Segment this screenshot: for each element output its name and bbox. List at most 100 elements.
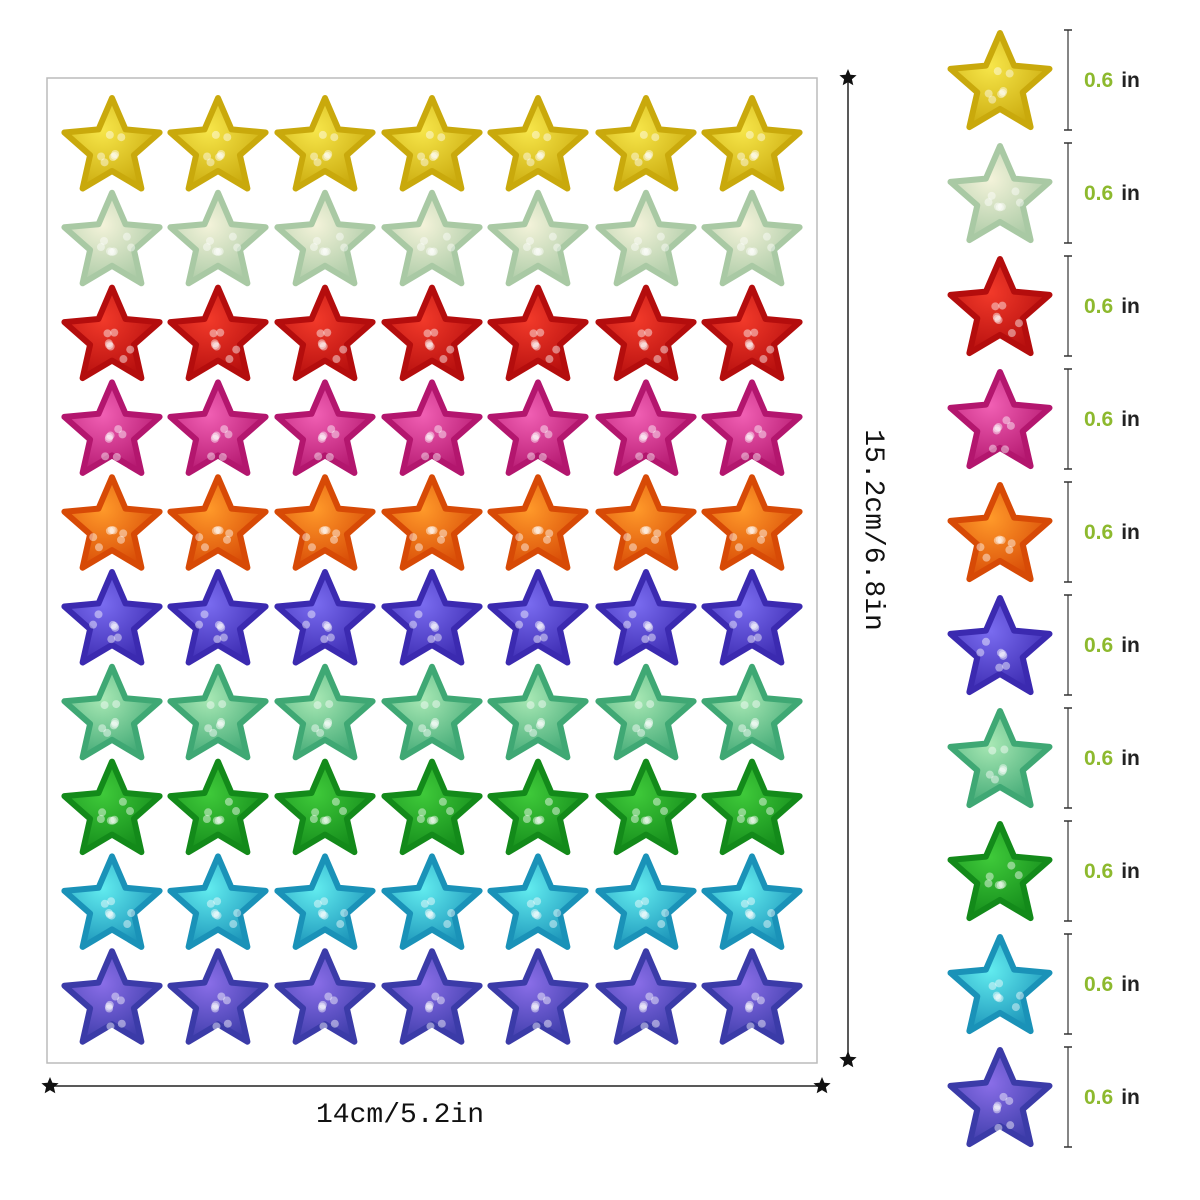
sparkle [215, 721, 224, 730]
star-sticker [167, 853, 269, 950]
size-label: 0.6 in [1084, 521, 1140, 544]
sparkle [545, 355, 554, 364]
sparkle [641, 247, 650, 256]
sparkle [431, 717, 440, 726]
sparkle [428, 816, 437, 825]
sparkle [311, 724, 320, 733]
star-sticker [381, 284, 483, 382]
star-sticker [381, 569, 483, 666]
sparkle [642, 620, 651, 629]
sparkle [414, 543, 423, 552]
sparkle [744, 909, 753, 918]
size-value: 0.6 [1084, 1086, 1113, 1109]
sparkle [217, 150, 226, 158]
sparkle [641, 897, 650, 906]
sparkle [331, 797, 340, 806]
sparkle [533, 247, 542, 256]
sparkle [747, 911, 756, 920]
sparkle [210, 339, 219, 348]
sparkle [981, 637, 990, 646]
sparkle [309, 243, 318, 252]
sparkle [630, 243, 639, 252]
sparkle [752, 700, 761, 709]
sparkle [766, 807, 775, 816]
sparkle [745, 130, 754, 139]
sparkle [638, 909, 647, 918]
sparkle [223, 535, 232, 544]
sparkle [515, 533, 524, 542]
sparkle [542, 996, 551, 1005]
sparkle [998, 88, 1007, 97]
size-unit: in [1121, 408, 1140, 431]
sparkle [757, 1019, 766, 1028]
star-sticker [61, 758, 163, 856]
sparkle [639, 1000, 648, 1009]
sparkle [1014, 871, 1023, 880]
sparkle [323, 815, 332, 824]
sparkle [206, 701, 215, 710]
sparkle [213, 911, 222, 920]
star-sticker [274, 379, 376, 476]
sparkle [100, 236, 109, 245]
sparkle [745, 526, 754, 535]
star-sticker [61, 474, 163, 571]
sparkle [661, 243, 670, 252]
star-sticker [487, 853, 589, 950]
sparkle [548, 232, 557, 241]
sparkle [651, 133, 660, 142]
sparkle [530, 339, 539, 348]
sparkle [992, 312, 1001, 321]
sparkle [447, 243, 456, 252]
sparkle [429, 721, 438, 730]
sparkle [233, 909, 242, 918]
sparkle [314, 452, 323, 461]
star-sticker [595, 95, 697, 192]
sparkle [324, 717, 333, 726]
sparkle [105, 341, 114, 350]
sparkle [106, 247, 115, 256]
sparkle [431, 150, 440, 158]
dimension-star [41, 1077, 59, 1094]
sparkle [985, 770, 994, 779]
sparkle [114, 425, 123, 434]
size-label: 0.6 in [1084, 747, 1140, 770]
sparkle [110, 622, 119, 631]
sparkle [641, 526, 650, 535]
sparkle [999, 651, 1008, 660]
sparkle [202, 243, 211, 252]
star-sticker [274, 663, 376, 761]
sparkle [992, 991, 1001, 1000]
sparkle [999, 766, 1008, 775]
sparkle [753, 633, 762, 642]
star-sticker [167, 284, 269, 382]
size-tick [1064, 255, 1072, 357]
size-value: 0.6 [1084, 295, 1113, 318]
sparkle [324, 992, 333, 1001]
sparkle [652, 430, 661, 439]
sparkle [428, 620, 437, 629]
sparkle [110, 328, 119, 337]
sparkle [332, 355, 341, 364]
sparkle [756, 996, 765, 1005]
sparkle [117, 535, 126, 544]
sparkle [318, 910, 327, 919]
star-sticker [947, 143, 1053, 244]
sparkle [100, 701, 109, 710]
sparkle [741, 452, 750, 461]
sparkle [988, 746, 997, 755]
sparkle [100, 899, 109, 908]
star-sticker [487, 663, 589, 761]
sparkle [743, 329, 752, 338]
sparkle [442, 232, 451, 241]
sparkle [117, 133, 126, 142]
sparkle [1007, 329, 1016, 338]
sparkle [213, 247, 222, 256]
star-sticker [701, 379, 803, 476]
sparkle [537, 717, 546, 726]
sparkle [423, 329, 432, 338]
star-sticker [381, 189, 483, 287]
sparkle [425, 1000, 434, 1009]
sparkle [212, 342, 221, 351]
sparkle [660, 345, 669, 354]
sparkle [330, 133, 339, 142]
